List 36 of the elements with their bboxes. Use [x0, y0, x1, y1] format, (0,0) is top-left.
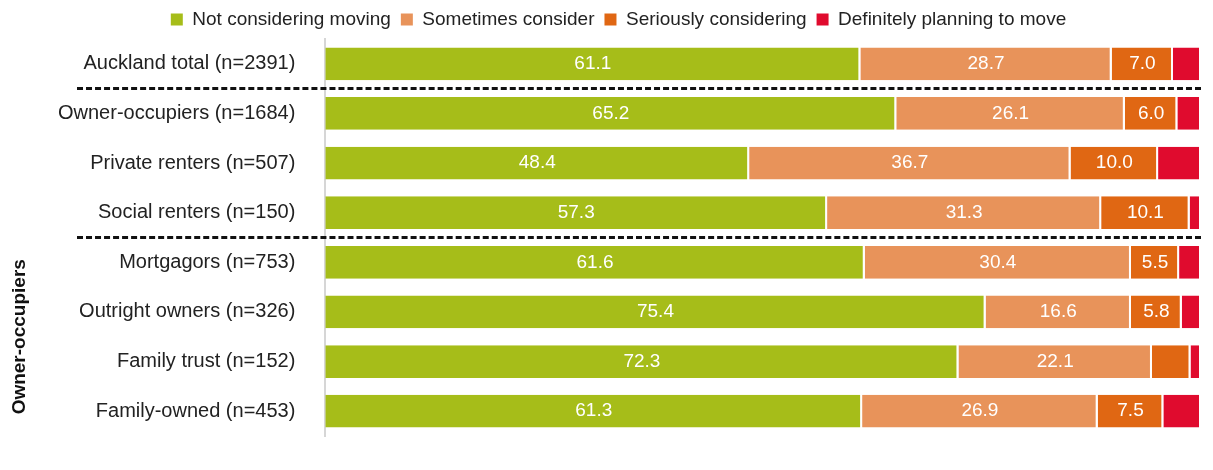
data-label: 5.5: [1141, 250, 1169, 272]
y-tick-label: Outright owners (n=326): [79, 299, 296, 322]
data-label: 22.1: [1036, 349, 1074, 371]
data-label: 61.3: [575, 399, 613, 421]
data-label: 7.5: [1117, 399, 1144, 421]
y-axis-title: Owner-occupiers: [8, 259, 30, 415]
data-label: 57.3: [557, 200, 595, 222]
data-label: 28.7: [967, 52, 1005, 74]
data-label: 48.4: [518, 151, 557, 173]
data-label: 26.1: [992, 101, 1030, 123]
legend-label: Sometimes consider: [422, 7, 596, 29]
y-tick-label: Mortgagors (n=753): [119, 249, 296, 272]
data-label: 31.3: [945, 200, 983, 222]
data-label: 10.1: [1126, 200, 1164, 222]
data-label: 75.4: [636, 300, 675, 322]
legend-label: Not considering moving: [192, 7, 391, 29]
y-tick-label: Owner-occupiers (n=1684): [57, 100, 296, 123]
y-tick-label: Auckland total (n=2391): [83, 51, 296, 74]
y-tick-label: Family-owned (n=453): [95, 398, 296, 421]
data-label: 16.6: [1039, 300, 1077, 322]
y-tick-label: Social renters (n=150): [98, 200, 296, 223]
legend-label: Definitely planning to move: [838, 7, 1067, 29]
y-tick-label: Family trust (n=152): [116, 349, 296, 372]
data-label: 65.2: [592, 101, 630, 123]
data-label: 7.0: [1129, 52, 1156, 74]
data-label: 72.3: [623, 349, 661, 371]
data-label: 36.7: [891, 151, 929, 173]
data-label: 10.0: [1095, 151, 1133, 173]
y-tick-label: Private renters (n=507): [90, 150, 296, 173]
data-label: 30.4: [979, 250, 1017, 272]
legend-label: Seriously considering: [625, 7, 807, 29]
data-label: 6.0: [1137, 101, 1165, 123]
data-label: 61.6: [576, 250, 614, 272]
data-label: 5.8: [1143, 300, 1170, 322]
data-label: 26.9: [961, 399, 999, 421]
data-label: 61.1: [574, 52, 612, 74]
